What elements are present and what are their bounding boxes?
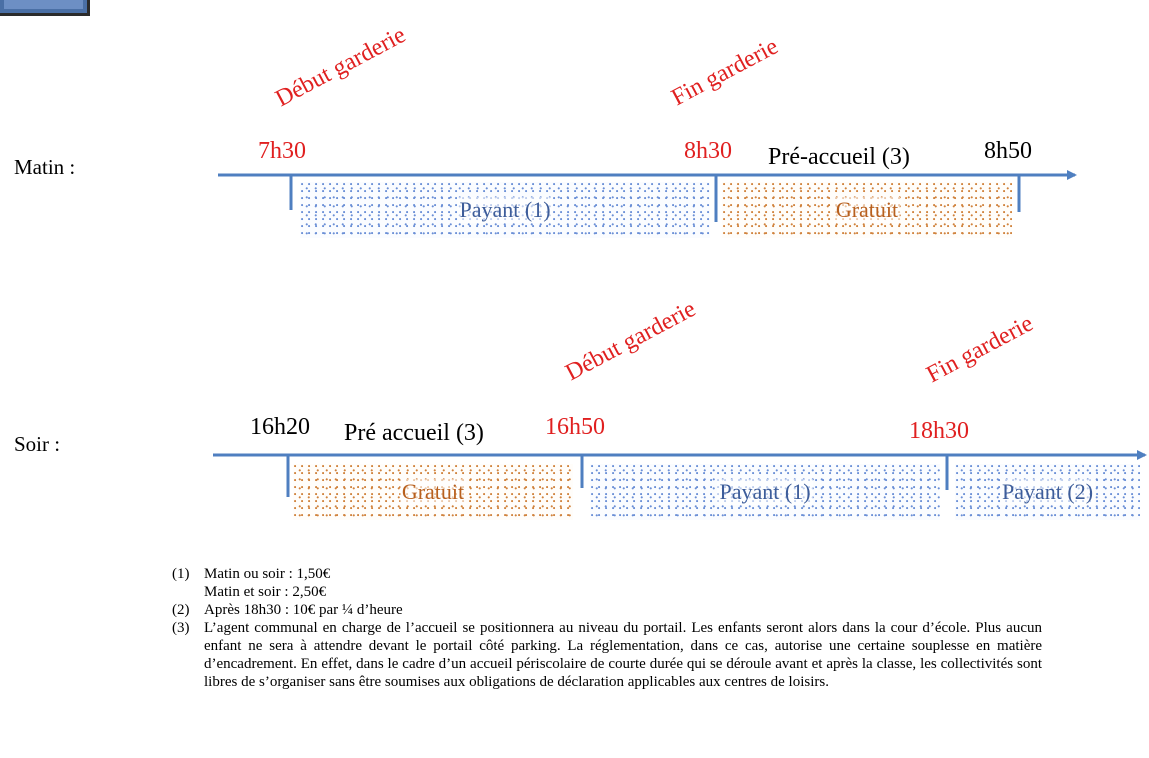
footnote-1: (1) Matin ou soir : 1,50€ Matin et soir … bbox=[172, 565, 1042, 601]
matin-segment-gratuit-label: Gratuit bbox=[833, 197, 901, 223]
footnote-3-text: L’agent communal en charge de l’accueil … bbox=[204, 620, 1042, 690]
footnote-1-line-2: Matin et soir : 2,50€ bbox=[204, 584, 327, 600]
soir-segment-gratuit-label: Gratuit bbox=[399, 479, 467, 505]
corner-box bbox=[0, 0, 90, 16]
soir-segment-payant-2: Payant (2) bbox=[955, 464, 1140, 520]
soir-segment-payant-2-label: Payant (2) bbox=[999, 479, 1096, 505]
soir-time-pre-start: 16h20 bbox=[246, 414, 314, 441]
footnotes: (1) Matin ou soir : 1,50€ Matin et soir … bbox=[172, 565, 1042, 691]
footnote-2-number: (2) bbox=[172, 602, 190, 618]
soir-time-end: 18h30 bbox=[905, 418, 973, 445]
soir-segment-payant-1: Payant (1) bbox=[590, 464, 940, 520]
footnote-2: (2) Après 18h30 : 10€ par ¼ d’heure bbox=[172, 601, 1042, 619]
soir-pre-accueil: Pré accueil (3) bbox=[338, 420, 490, 447]
matin-time-start: 7h30 bbox=[254, 138, 310, 165]
soir-segment-gratuit: Gratuit bbox=[293, 464, 573, 520]
matin-time-end: 8h30 bbox=[680, 138, 736, 165]
label-matin: Matin : bbox=[14, 155, 76, 179]
footnote-1-line-1: Matin ou soir : 1,50€ bbox=[204, 566, 331, 582]
matin-segment-payant: Payant (1) bbox=[300, 182, 710, 238]
matin-time-pre-end: 8h50 bbox=[980, 138, 1036, 165]
matin-pre-accueil: Pré-accueil (3) bbox=[762, 144, 916, 171]
footnote-3-number: (3) bbox=[172, 620, 190, 636]
footnote-3: (3) L’agent communal en charge de l’accu… bbox=[172, 619, 1042, 691]
footnote-1-number: (1) bbox=[172, 566, 190, 582]
footnote-2-line-1: Après 18h30 : 10€ par ¼ d’heure bbox=[204, 602, 403, 618]
label-soir: Soir : bbox=[14, 432, 61, 456]
soir-time-start: 16h50 bbox=[541, 414, 609, 441]
matin-segment-gratuit: Gratuit bbox=[722, 182, 1012, 238]
soir-segment-payant-1-label: Payant (1) bbox=[717, 479, 813, 505]
matin-segment-payant-label: Payant (1) bbox=[457, 197, 553, 223]
timeline-lines bbox=[213, 170, 1147, 497]
